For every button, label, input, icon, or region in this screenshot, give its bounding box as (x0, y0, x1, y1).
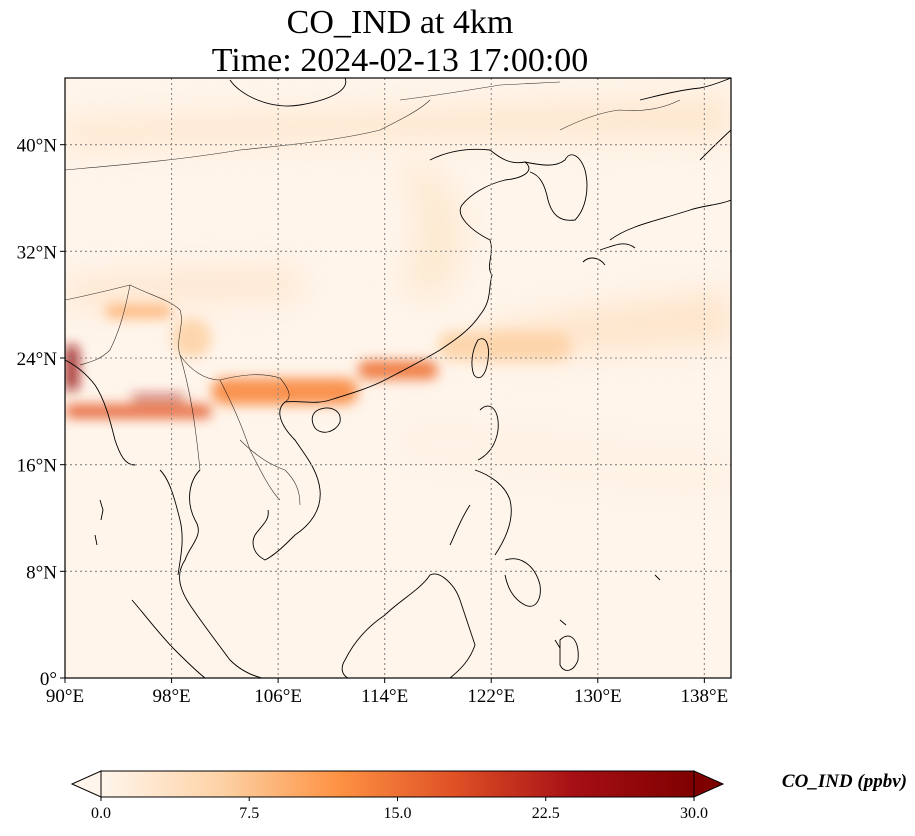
lon-tick-label: 130°E (574, 686, 622, 707)
lat-tick-label: 32°N (17, 242, 58, 263)
plume-6 (104, 304, 172, 318)
lat-tick-label: 24°N (17, 349, 58, 370)
map-title: CO_IND at 4km (286, 4, 514, 41)
sumatra-coastline (131, 599, 206, 678)
indochina-coastline (179, 401, 321, 678)
colorbar-extend-min (70, 770, 102, 798)
colorbar-tick-label: 30.0 (680, 805, 708, 822)
japan-coastline (582, 129, 731, 266)
lon-tick-label: 98°E (152, 686, 190, 707)
taiwan-coastline (471, 338, 489, 379)
colorbar-gradient (101, 771, 694, 797)
plume-7 (171, 318, 212, 358)
lat-tick-label: 40°N (17, 136, 58, 157)
map-subtitle-time: Time: 2024-02-13 17:00:00 (211, 42, 589, 79)
co-plumes (65, 304, 572, 418)
longitude-axis: 90°E 98°E 106°E 114°E 122°E 130°E 138°E (46, 678, 728, 707)
colorbar-extend-max (693, 770, 725, 798)
china-coastline (229, 78, 530, 403)
lat-tick-label: 0° (40, 669, 57, 690)
colorbar: 0.0 7.5 15.0 22.5 30.0 CO_IND (ppbv) (70, 770, 907, 822)
plume-5 (65, 344, 79, 392)
borneo-coastline (341, 573, 476, 678)
colorbar-ticks: 0.0 7.5 15.0 22.5 30.0 (91, 797, 708, 822)
coastlines (65, 78, 731, 678)
japan-north (639, 78, 731, 101)
colorbar-label: CO_IND (ppbv) (782, 771, 907, 792)
map-frame (64, 77, 732, 679)
colorbar-tick-label: 0.0 (91, 805, 111, 822)
lat-tick-label: 16°N (17, 456, 58, 477)
myanmar-coastline (65, 359, 183, 576)
latitude-axis: 0° 8°N 16°N 24°N 32°N 40°N (17, 136, 65, 690)
plume-0 (65, 404, 212, 418)
lon-tick-label: 114°E (361, 686, 408, 707)
background-haze (65, 95, 731, 500)
colorbar-tick-label: 7.5 (239, 805, 259, 822)
lat-tick-label: 8°N (26, 562, 57, 583)
korea-coastline (524, 154, 588, 221)
lon-tick-label: 122°E (467, 686, 515, 707)
country-borders (65, 81, 681, 506)
plume-2 (211, 378, 359, 405)
hainan-coastline (311, 407, 341, 433)
colorbar-tick-label: 15.0 (384, 805, 412, 822)
philippines-coastline (449, 405, 541, 607)
colorbar-tick-label: 22.5 (532, 805, 560, 822)
plume-3 (358, 360, 438, 380)
lon-tick-label: 138°E (681, 686, 729, 707)
lon-tick-label: 90°E (46, 686, 84, 707)
lon-tick-label: 106°E (254, 686, 302, 707)
gridlines (65, 78, 731, 678)
plume-4 (437, 331, 572, 361)
plume-1 (131, 395, 185, 401)
